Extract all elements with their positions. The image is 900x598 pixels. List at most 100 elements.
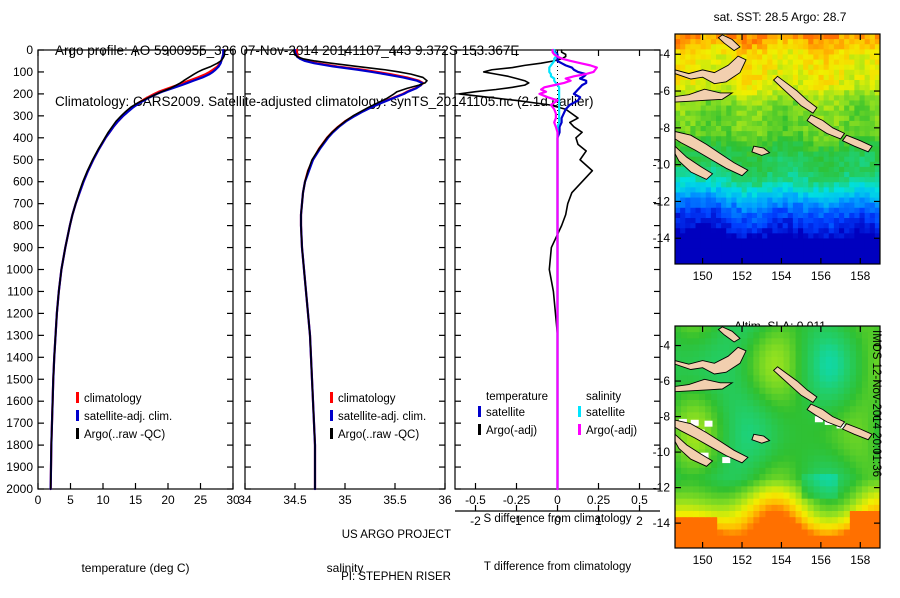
- legend-swatch-temp-argo: [478, 424, 481, 435]
- sst-map-title: sat. SST: 28.5 Argo: 28.7: [713, 10, 847, 24]
- legend-swatch-sal-satellite: [578, 406, 581, 417]
- difference-legend-salinity: salinity satellite Argo(-adj): [578, 391, 637, 439]
- title-line-2: Climatology: CARS2009. Satellite-adjuste…: [55, 94, 594, 109]
- svg-text:30: 30: [226, 493, 240, 507]
- legend-label: satellite-adj. clim.: [84, 411, 173, 423]
- svg-text:2: 2: [636, 514, 643, 528]
- svg-text:1600: 1600: [6, 394, 33, 408]
- svg-text:1900: 1900: [6, 460, 33, 474]
- legend-label: satellite: [586, 407, 625, 419]
- svg-text:-0.5: -0.5: [465, 493, 486, 507]
- svg-text:1200: 1200: [6, 306, 33, 320]
- svg-text:1500: 1500: [6, 372, 33, 386]
- svg-text:150: 150: [693, 553, 713, 567]
- svg-text:1700: 1700: [6, 416, 33, 430]
- svg-text:0.5: 0.5: [631, 493, 648, 507]
- difference-plot[interactable]: -2 -1 0 1 2 -0.5 -0.25 0 0.25 0.5: [425, 44, 665, 544]
- svg-text:-0.25: -0.25: [503, 493, 531, 507]
- legend-label: climatology: [84, 393, 142, 405]
- svg-text:-12: -12: [653, 481, 671, 495]
- svg-text:-8: -8: [659, 410, 670, 424]
- svg-text:152: 152: [732, 269, 752, 283]
- svg-text:15: 15: [129, 493, 143, 507]
- legend-header: temperature: [486, 391, 549, 403]
- legend-swatch-climatology: [76, 392, 79, 403]
- svg-text:-14: -14: [653, 516, 671, 530]
- svg-text:-6: -6: [659, 374, 670, 388]
- svg-text:-12: -12: [653, 194, 671, 208]
- svg-text:200: 200: [13, 87, 33, 101]
- salinity-legend: climatology satellite-adj. clim. Argo(..…: [330, 389, 426, 443]
- legend-item: satellite-adj. clim.: [330, 407, 426, 425]
- svg-text:1100: 1100: [7, 284, 33, 298]
- svg-text:-14: -14: [653, 231, 671, 245]
- svg-text:10: 10: [96, 493, 110, 507]
- difference-legend-temperature: temperature satellite Argo(-adj): [478, 391, 548, 439]
- legend-swatch-temp-satellite: [478, 406, 481, 417]
- svg-text:0: 0: [35, 493, 42, 507]
- timestamp-text: IMOS 12-Nov-2014 20:01:36: [870, 330, 882, 478]
- legend-swatch-climatology: [330, 392, 333, 403]
- svg-text:25: 25: [194, 493, 208, 507]
- temperature-panel: 0 5 10 15 20 25 30 0 100 200 300 400 500 600 700 800 900…: [0, 44, 240, 534]
- salinity-panel: 34 34.5 35 35.5 36: [205, 44, 455, 534]
- svg-text:156: 156: [811, 269, 831, 283]
- temperature-plot[interactable]: 0 5 10 15 20 25 300100200300400500600700800900…: [0, 44, 240, 534]
- temperature-legend: climatology satellite-adj. clim. Argo(..…: [76, 389, 172, 443]
- legend-swatch-sal-argo: [578, 424, 581, 435]
- legend-item: Argo(-adj): [578, 421, 637, 439]
- legend-label: satellite: [486, 407, 525, 419]
- svg-text:100: 100: [13, 65, 33, 79]
- legend-item: climatology: [330, 389, 426, 407]
- svg-text:34: 34: [238, 493, 252, 507]
- svg-text:156: 156: [811, 553, 831, 567]
- svg-text:2000: 2000: [6, 482, 33, 496]
- timestamp-vertical: IMOS 12-Nov-2014 20:01:36: [869, 330, 885, 550]
- legend-label: Argo(..raw -QC): [84, 429, 166, 441]
- credit-line-2: PI: STEPHEN RISER: [341, 571, 451, 583]
- legend-item: climatology: [76, 389, 172, 407]
- sla-map[interactable]: 150 152 154 156 158 -4 -6 -8 -10 -12 -14: [650, 320, 900, 575]
- credit-line-1: US ARGO PROJECT: [341, 529, 451, 541]
- svg-text:1300: 1300: [6, 328, 33, 342]
- legend-item: satellite: [478, 403, 548, 421]
- legend-label: Argo(..raw -QC): [338, 429, 420, 441]
- legend-label: Argo(-adj): [586, 425, 638, 437]
- salinity-plot[interactable]: 34 34.5 35 35.5 36: [205, 44, 455, 534]
- svg-text:1: 1: [595, 514, 602, 528]
- difference-temperature-axis-label: T difference from climatology: [483, 561, 632, 573]
- svg-text:35: 35: [338, 493, 352, 507]
- legend-item: Argo(..raw -QC): [330, 425, 426, 443]
- legend-swatch-satellite-adj: [330, 410, 333, 421]
- salinity-axis-label: salinity: [326, 561, 364, 575]
- temperature-axis-label: temperature (deg C): [81, 561, 190, 575]
- svg-text:5: 5: [67, 493, 74, 507]
- svg-text:158: 158: [850, 269, 870, 283]
- sst-map[interactable]: 150 152 154 156 158 -4 -6 -8 -10 -12 -14: [650, 28, 900, 288]
- svg-text:150: 150: [693, 269, 713, 283]
- svg-text:500: 500: [13, 153, 33, 167]
- svg-text:0: 0: [554, 493, 561, 507]
- svg-text:-10: -10: [653, 445, 671, 459]
- svg-text:300: 300: [13, 109, 33, 123]
- svg-text:1400: 1400: [6, 350, 33, 364]
- svg-text:36: 36: [438, 493, 452, 507]
- svg-text:0.25: 0.25: [587, 493, 611, 507]
- legend-swatch-argo: [330, 428, 333, 439]
- legend-header: salinity: [586, 391, 622, 403]
- svg-text:-4: -4: [659, 339, 670, 353]
- svg-text:152: 152: [732, 553, 752, 567]
- legend-item: satellite-adj. clim.: [76, 407, 172, 425]
- svg-text:0: 0: [26, 44, 33, 57]
- legend-label: Argo(-adj): [486, 425, 538, 437]
- svg-text:-6: -6: [659, 84, 670, 98]
- difference-salinity-axis-label: S difference from climatology: [483, 513, 632, 525]
- svg-text:700: 700: [13, 197, 33, 211]
- legend-label: climatology: [338, 393, 396, 405]
- legend-swatch-argo: [76, 428, 79, 439]
- svg-text:35.5: 35.5: [383, 493, 407, 507]
- svg-text:158: 158: [850, 553, 870, 567]
- svg-text:800: 800: [13, 219, 33, 233]
- legend-item: satellite: [578, 403, 637, 421]
- svg-text:400: 400: [13, 131, 33, 145]
